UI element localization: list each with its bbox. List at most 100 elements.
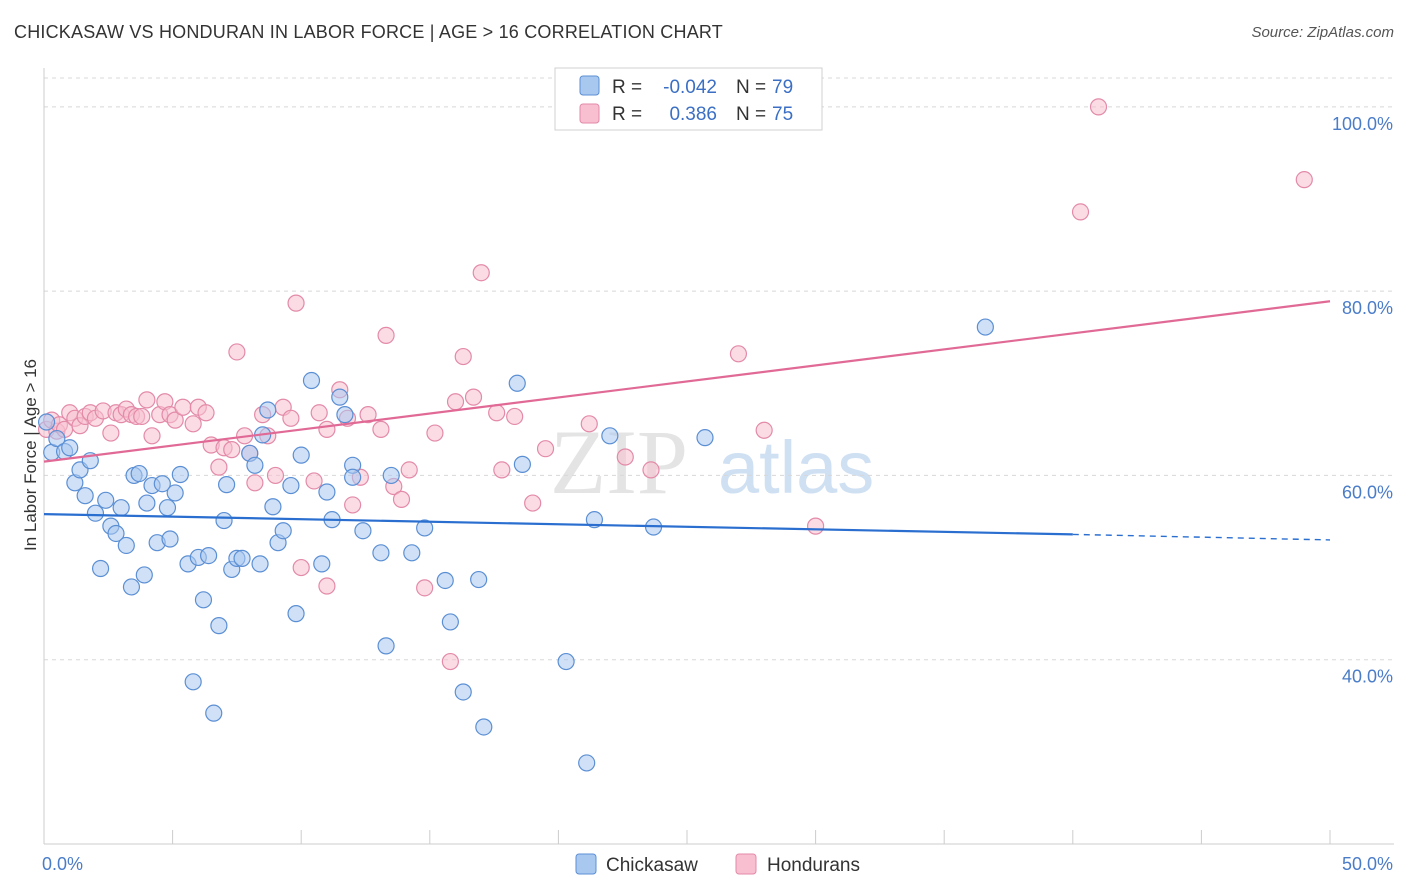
chickasaw-point (344, 468, 362, 486)
hondurans-point (454, 347, 472, 366)
hondurans-point (464, 388, 483, 406)
hondurans-point (1071, 203, 1090, 221)
hondurans-point (506, 407, 524, 426)
chickasaw-point (153, 475, 171, 493)
hondurans-point (472, 264, 490, 282)
hondurans-point (359, 406, 377, 424)
legend-r-hondurans: 0.386 (669, 104, 717, 125)
hondurans-point (174, 398, 192, 416)
hondurans-point (292, 558, 310, 577)
hondurans-point (102, 424, 120, 442)
chickasaw-point (138, 494, 156, 512)
chickasaw-point (513, 455, 531, 473)
chickasaw-point (403, 544, 421, 562)
chickasaw-point (454, 683, 472, 701)
chickasaw-point (436, 571, 454, 590)
grid-lines (44, 77, 1394, 661)
hondurans-point (755, 421, 773, 439)
chickasaw-point (578, 754, 596, 772)
chickasaw-point (696, 429, 714, 447)
chickasaw-point (292, 446, 310, 464)
hondurans-point (524, 494, 542, 512)
hondurans-point (184, 415, 202, 433)
bottom-legend-swatch-chickasaw (575, 853, 597, 875)
chickasaw-point (318, 483, 336, 501)
chickasaw-point (166, 484, 184, 502)
chickasaw-point (161, 530, 179, 548)
bottom-legend: Chickasaw Hondurans (575, 853, 860, 876)
chickasaw-point (61, 439, 79, 457)
chickasaw-point (200, 546, 218, 565)
hondurans-point (282, 409, 300, 427)
legend-n-hondurans: 75 (772, 104, 793, 125)
chickasaw-point (377, 637, 395, 655)
hondurans-point (616, 448, 634, 466)
chickasaw-points (37, 318, 994, 772)
hondurans-point (426, 424, 444, 442)
hondurans-point (318, 420, 336, 438)
chickasaw-point (287, 605, 305, 623)
hondurans-point (133, 407, 151, 426)
chickasaw-point (354, 522, 372, 540)
chickasaw-point (97, 491, 115, 509)
hondurans-point (493, 461, 511, 479)
chickasaw-point (441, 613, 459, 631)
chickasaw-trend-extension (1072, 533, 1331, 541)
chickasaw-point (76, 487, 94, 505)
chart-title: CHICKASAW VS HONDURAN IN LABOR FORCE | A… (14, 22, 723, 42)
chickasaw-point (233, 549, 251, 567)
hondurans-point (400, 461, 418, 479)
y-tick-label: 80.0% (1342, 298, 1393, 318)
hondurans-point (416, 579, 434, 597)
chickasaw-point (135, 566, 153, 584)
chickasaw-point (171, 465, 189, 484)
legend: R = -0.042 N = 79 R = 0.386 N = 75 (554, 67, 823, 131)
chickasaw-point (313, 555, 331, 573)
hondurans-point (441, 652, 459, 671)
chickasaw-point (112, 499, 130, 517)
chickasaw-point (130, 464, 148, 483)
chickasaw-point (372, 544, 390, 562)
chickasaw-point (246, 456, 264, 474)
y-tick-label: 60.0% (1342, 482, 1393, 502)
hondurans-point (729, 345, 748, 363)
y-tick-label: 100.0% (1332, 114, 1393, 134)
hondurans-point (344, 496, 362, 514)
source-credit: Source: ZipAtlas.com (1251, 24, 1394, 41)
hondurans-point (223, 441, 241, 459)
legend-r-label: R = (612, 77, 642, 98)
chickasaw-point (976, 318, 994, 336)
hondurans-point (166, 411, 184, 429)
bottom-legend-chickasaw: Chickasaw (606, 855, 698, 876)
hondurans-point (377, 326, 395, 344)
chickasaw-point (264, 498, 282, 516)
x-tick-label-max: 50.0% (1342, 854, 1393, 874)
hondurans-point (806, 517, 825, 535)
chickasaw-point (210, 617, 228, 635)
hondurans-point (310, 404, 328, 422)
hondurans-point (1089, 98, 1108, 116)
hondurans-trend-line (43, 300, 1331, 463)
watermark-atlas: atlas (718, 426, 874, 509)
chickasaw-point (86, 504, 105, 522)
chickasaw-point (48, 429, 66, 448)
hondurans-point (580, 415, 598, 433)
legend-swatch-hondurans (579, 103, 600, 124)
chickasaw-point (302, 371, 321, 390)
legend-swatch-chickasaw (579, 75, 600, 96)
bottom-legend-hondurans: Hondurans (767, 855, 860, 876)
chickasaw-point (215, 511, 233, 530)
legend-n-label: N = (736, 77, 766, 98)
hondurans-point (372, 420, 390, 438)
legend-n-label: N = (736, 104, 766, 125)
hondurans-point (318, 577, 336, 595)
chickasaw-point (251, 555, 269, 573)
y-tick-labels: 40.0% 60.0% 80.0% 100.0% (1332, 114, 1393, 687)
chickasaw-point (470, 570, 488, 589)
chickasaw-point (184, 673, 202, 691)
hondurans-point (228, 343, 246, 361)
hondurans-point (536, 440, 555, 458)
chickasaw-point (331, 388, 349, 406)
chickasaw-point (336, 406, 354, 424)
